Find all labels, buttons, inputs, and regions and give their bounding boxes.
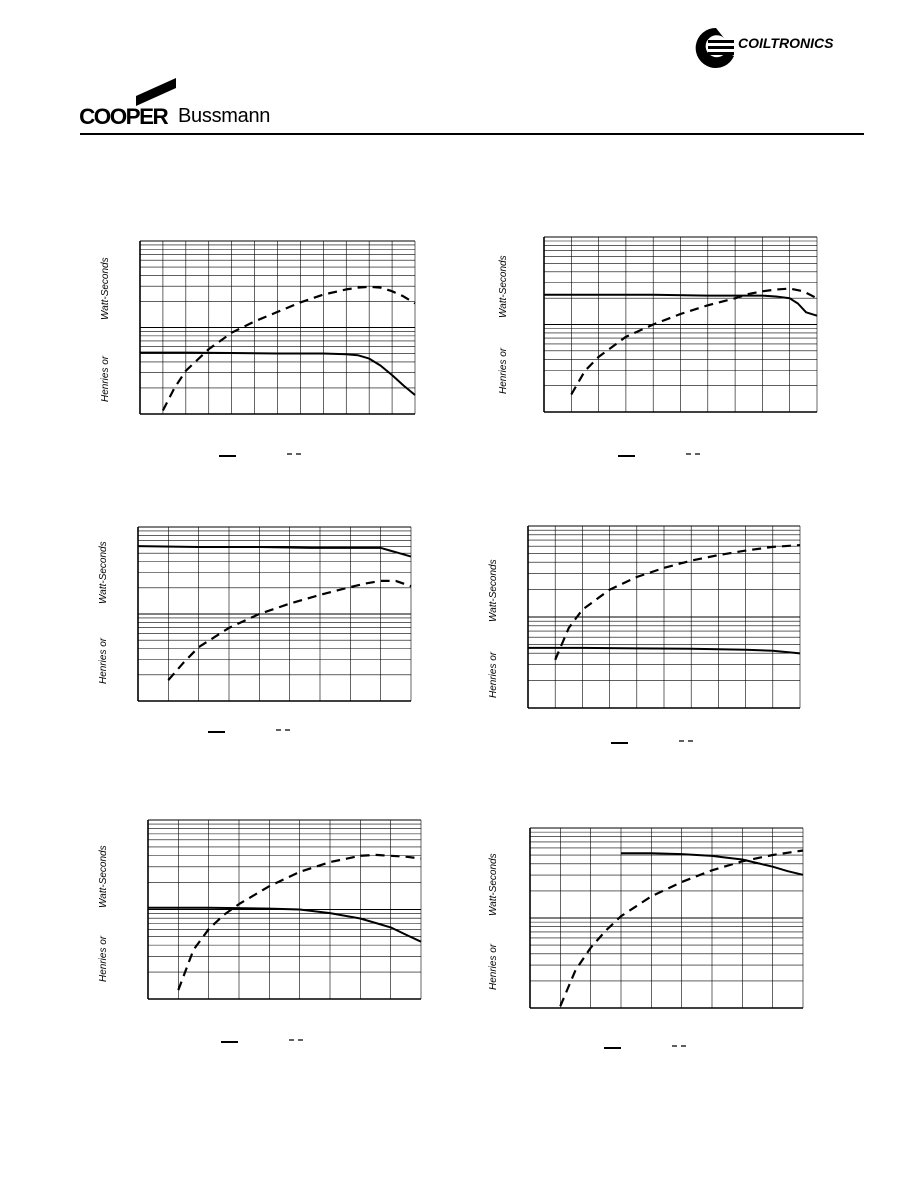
coiltronics-swirl-icon [695,27,734,68]
grid [543,236,818,413]
grid [529,827,804,1009]
series-line-solid [621,852,804,876]
cooper-flag-icon [136,78,176,106]
chart-panel-1: Henries or Watt-Seconds [98,236,428,466]
brand-cooper: COOPER [79,104,169,129]
legend [611,740,693,744]
header-rule [80,133,864,135]
brand-coiltronics: COILTRONICS [738,35,834,51]
series-line-dashed [177,853,422,991]
brand-bussmann: Bussmann [178,105,271,127]
series-line-dashed [161,285,416,412]
chart-3-svg [137,526,412,733]
legend [618,453,700,457]
chart-panel-4: Henries or Watt-Seconds [486,520,816,755]
coiltronics-logo: COILTRONICS [694,26,864,70]
series-line-solid [544,293,818,317]
series-line-dashed [167,579,412,681]
grid [139,240,416,415]
series-line-solid [528,646,801,655]
legend [221,1039,303,1043]
legend [208,729,290,733]
grid [137,526,412,702]
series-line-dashed [554,544,801,661]
chart-panel-6: Henries or Watt-Seconds [486,822,816,1062]
chart-1-svg [139,240,416,457]
chart-2-svg [543,236,818,457]
series-line-dashed [570,287,818,396]
series-line-solid [148,906,422,943]
series-line-solid [140,351,416,396]
series-line-solid [137,545,412,558]
legend [604,1045,686,1049]
legend [219,453,301,457]
chart-panel-3: Henries or Watt-Seconds [96,520,426,750]
chart-6-svg [529,827,804,1049]
cooper-bussmann-logo: COOPER Bussmann [79,78,310,129]
chart-panel-5: Henries or Watt-Seconds [96,814,426,1054]
chart-4-svg [527,525,801,744]
grid [527,525,801,709]
chart-5-svg [147,819,422,1043]
chart-panel-2: Henries or Watt-Seconds [496,232,826,472]
